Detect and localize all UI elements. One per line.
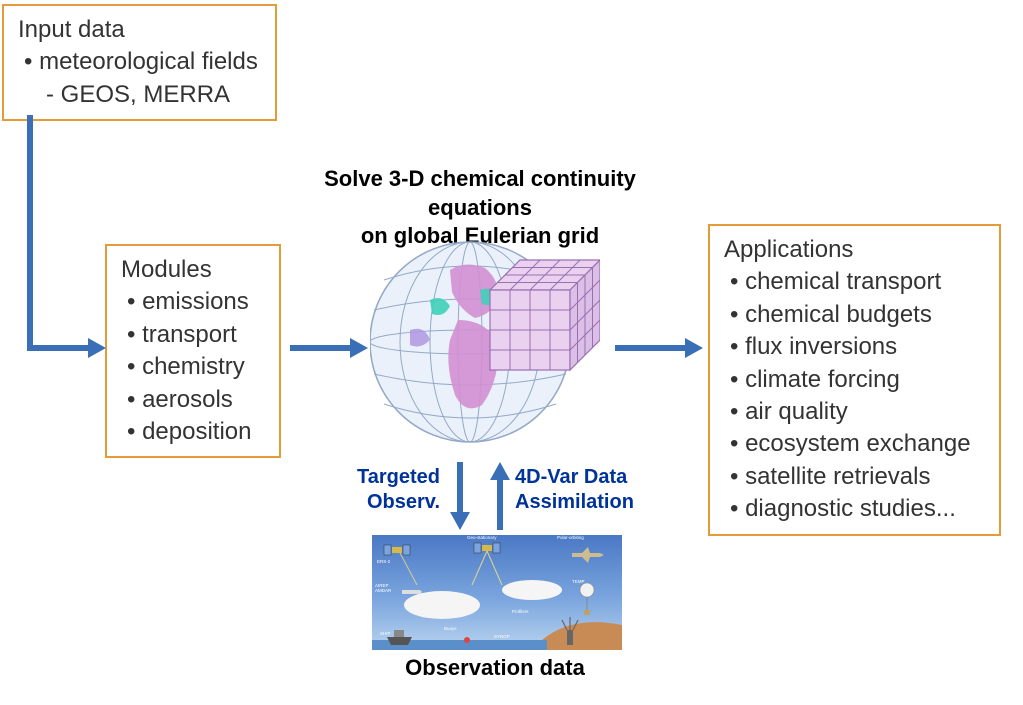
modules-title: Modules	[121, 254, 265, 286]
modules-item: • chemistry	[121, 351, 265, 383]
apps-title: Applications	[724, 234, 985, 266]
modules-item-text: emissions	[142, 288, 249, 315]
observation-icon: ERS-2 Geo-stationary Polar-orbiting AIRE…	[372, 535, 622, 650]
observation-illustration: ERS-2 Geo-stationary Polar-orbiting AIRE…	[372, 535, 622, 650]
input-subitem-text: GEOS, MERRA	[61, 81, 230, 108]
svg-text:Geo-stationary: Geo-stationary	[467, 535, 497, 540]
apps-item-text: chemical transport	[745, 268, 941, 295]
apps-item: • chemical budgets	[724, 299, 985, 331]
globe-icon	[370, 230, 600, 450]
modules-item-text: deposition	[142, 418, 251, 445]
apps-item: • satellite retrievals	[724, 461, 985, 493]
input-item: • meteorological fields	[18, 46, 261, 78]
modules-item: • emissions	[121, 286, 265, 318]
input-item-text: meteorological fields	[39, 48, 258, 75]
input-data-box: Input data • meteorological fields - GEO…	[2, 4, 277, 121]
svg-text:Profilers: Profilers	[512, 609, 529, 614]
apps-item-text: air quality	[745, 398, 848, 425]
modules-box: Modules • emissions • transport • chemis…	[105, 244, 281, 458]
modules-item-text: transport	[142, 321, 237, 348]
svg-text:Polar-orbiting: Polar-orbiting	[557, 535, 584, 540]
4dvar-l2: Assimilation	[515, 491, 634, 513]
modules-item-text: chemistry	[142, 353, 245, 380]
arrowhead-input-to-modules	[88, 338, 106, 358]
svg-text:SHIP: SHIP	[380, 631, 391, 636]
svg-text:ERS-2: ERS-2	[377, 559, 391, 564]
apps-item-text: ecosystem exchange	[745, 430, 970, 457]
modules-item: • deposition	[121, 416, 265, 448]
4dvar-l1: 4D-Var Data	[515, 466, 627, 488]
input-subitem: - GEOS, MERRA	[18, 79, 261, 111]
apps-item-text: flux inversions	[745, 333, 897, 360]
4dvar-label: 4D-Var Data Assimilation	[515, 465, 634, 515]
applications-box: Applications • chemical transport • chem…	[708, 224, 1001, 536]
input-title: Input data	[18, 14, 261, 46]
arrowhead-globe-to-apps	[685, 338, 703, 358]
apps-item-text: climate forcing	[745, 366, 900, 393]
arrowhead-obs-up	[490, 462, 510, 480]
svg-text:Buoys: Buoys	[444, 626, 457, 631]
apps-item-text: diagnostic studies...	[745, 495, 956, 522]
apps-item: • chemical transport	[724, 266, 985, 298]
modules-item: • transport	[121, 319, 265, 351]
center-title-l1: Solve 3-D chemical continuity equations	[324, 166, 636, 220]
apps-item: • air quality	[724, 396, 985, 428]
arrowhead-globe-down	[450, 512, 470, 530]
apps-item: • ecosystem exchange	[724, 428, 985, 460]
apps-item: • flux inversions	[724, 331, 985, 363]
apps-item: • climate forcing	[724, 364, 985, 396]
svg-text:AMDAR: AMDAR	[375, 588, 392, 593]
targeted-l2: Observ.	[367, 491, 440, 513]
apps-item-text: chemical budgets	[745, 301, 932, 328]
arrow-input-to-modules	[30, 115, 88, 348]
modules-item-text: aerosols	[142, 386, 233, 413]
apps-item-text: satellite retrievals	[745, 463, 930, 490]
svg-text:SYNOP: SYNOP	[494, 634, 510, 639]
targeted-l1: Targeted	[357, 466, 440, 488]
modules-item: • aerosols	[121, 384, 265, 416]
observation-title: Observation data	[370, 655, 620, 681]
svg-text:TEMP: TEMP	[572, 579, 585, 584]
apps-item: • diagnostic studies...	[724, 493, 985, 525]
arrowhead-modules-to-globe	[350, 338, 368, 358]
globe-illustration	[370, 230, 600, 450]
targeted-observ-label: Targeted Observ.	[340, 465, 440, 515]
